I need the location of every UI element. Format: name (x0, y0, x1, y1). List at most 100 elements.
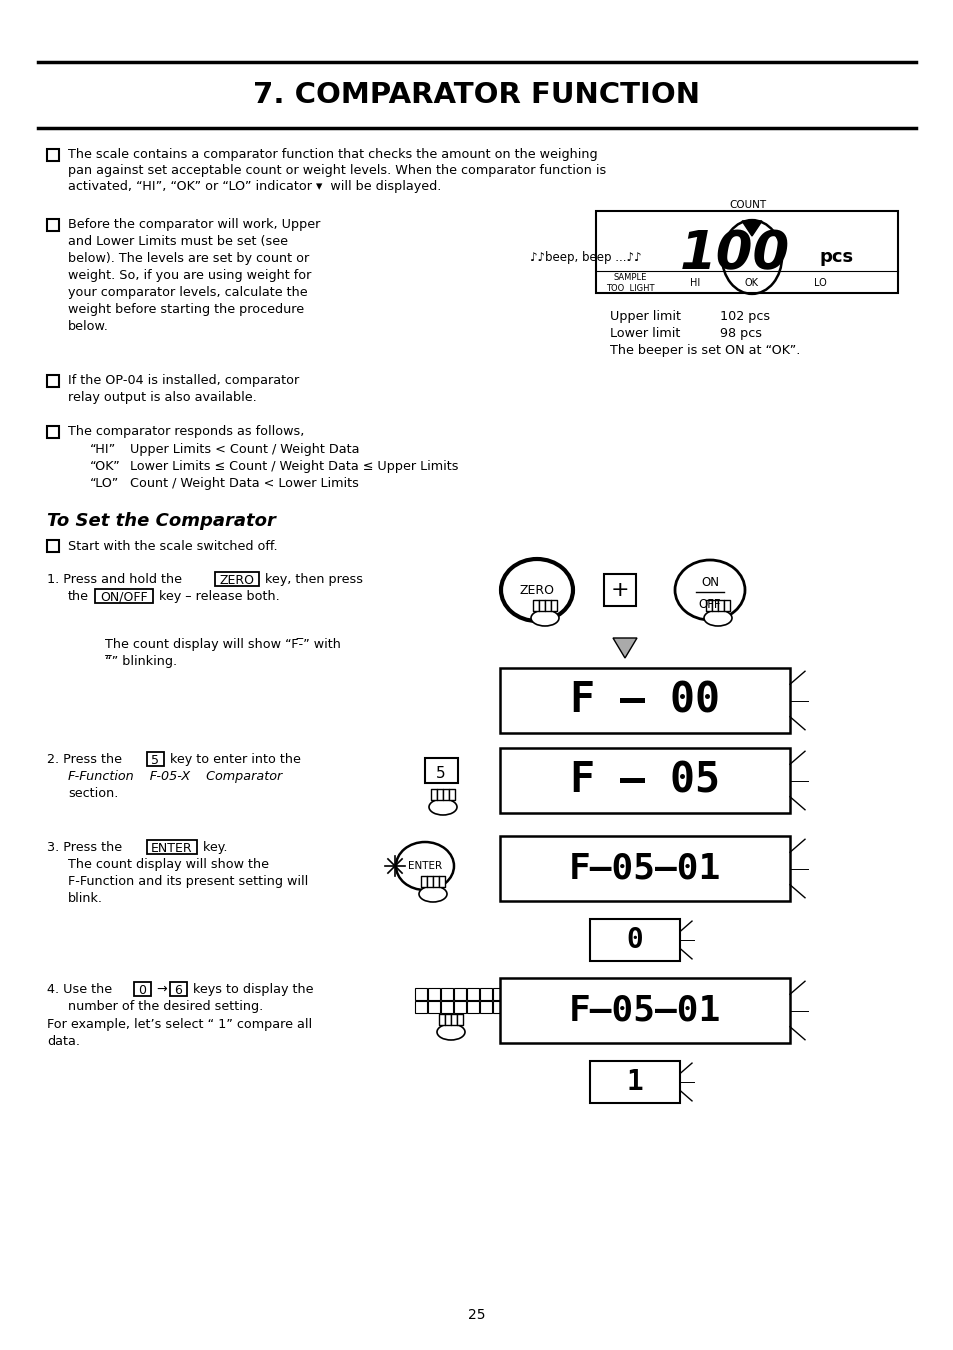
Text: 100: 100 (679, 228, 789, 279)
Bar (533, 599, 538, 612)
Bar (47, 427, 59, 437)
Text: 1. Press and hold the: 1. Press and hold the (47, 572, 182, 586)
Text: number of the desired setting.: number of the desired setting. (68, 1000, 263, 1012)
Bar (499, 668, 789, 733)
Text: 7. COMPARATOR FUNCTION: 7. COMPARATOR FUNCTION (253, 81, 700, 109)
Text: 6: 6 (173, 984, 182, 996)
Text: key.: key. (199, 841, 227, 855)
Text: The beeper is set ON at “OK”.: The beeper is set ON at “OK”. (609, 344, 800, 356)
Text: key, then press: key, then press (261, 572, 363, 586)
Bar (499, 977, 789, 1044)
Text: LO: LO (813, 278, 825, 288)
Text: weight before starting the procedure: weight before starting the procedure (68, 302, 304, 316)
Polygon shape (613, 639, 637, 657)
Bar (440, 988, 453, 1000)
Bar (133, 981, 151, 996)
Text: ZERO: ZERO (519, 583, 554, 597)
Text: 5: 5 (151, 753, 159, 767)
Text: +: + (610, 580, 629, 599)
Text: 2. Press the: 2. Press the (47, 753, 122, 765)
Text: “HI”: “HI” (90, 443, 116, 456)
Bar (415, 988, 427, 1000)
Text: section.: section. (68, 787, 118, 801)
Bar (436, 788, 442, 801)
Text: and Lower Limits must be set (see: and Lower Limits must be set (see (68, 235, 288, 248)
Text: →: → (152, 983, 172, 996)
Text: “OK”: “OK” (90, 460, 121, 472)
Bar (449, 788, 455, 801)
Text: relay output is also available.: relay output is also available. (68, 392, 256, 404)
Bar (433, 876, 438, 887)
Bar (440, 1000, 453, 1012)
Text: ON/OFF: ON/OFF (100, 590, 148, 603)
Text: ENTER: ENTER (408, 861, 441, 871)
Bar (438, 1014, 444, 1025)
Bar (499, 748, 789, 813)
Text: HI: HI (689, 278, 700, 288)
Text: activated, “HI”, “OK” or “LO” indicator ▾  will be displayed.: activated, “HI”, “OK” or “LO” indicator … (68, 180, 441, 193)
Ellipse shape (429, 799, 456, 815)
Text: Before the comparator will work, Upper: Before the comparator will work, Upper (68, 217, 320, 231)
Text: The comparator responds as follows,: The comparator responds as follows, (68, 425, 304, 437)
Text: data.: data. (47, 1035, 80, 1048)
Bar (544, 599, 551, 612)
Bar (147, 752, 164, 765)
Bar (589, 919, 679, 961)
Bar (479, 1000, 492, 1012)
Text: ZERO: ZERO (219, 574, 254, 586)
Bar (451, 1014, 456, 1025)
Bar (47, 540, 59, 552)
Text: For example, let’s select “ 1” compare all: For example, let’s select “ 1” compare a… (47, 1018, 312, 1031)
Text: OFF: OFF (698, 598, 720, 610)
Ellipse shape (531, 610, 558, 626)
Ellipse shape (675, 560, 744, 620)
Bar (47, 148, 59, 161)
Bar (444, 1014, 451, 1025)
Text: F – 00: F – 00 (569, 679, 720, 721)
Text: “LO”: “LO” (90, 477, 119, 490)
Text: 102 pcs: 102 pcs (720, 310, 769, 323)
Ellipse shape (500, 559, 573, 621)
Text: keys to display the: keys to display the (189, 983, 314, 996)
Polygon shape (741, 221, 761, 236)
Bar (170, 981, 187, 996)
Bar (47, 219, 59, 231)
Text: To Set the Comparator: To Set the Comparator (47, 512, 275, 531)
Text: The count display will show the: The count display will show the (68, 859, 269, 871)
Bar (479, 988, 492, 1000)
Bar (415, 1000, 427, 1012)
Bar (427, 876, 433, 887)
Text: Lower Limits ≤ Count / Weight Data ≤ Upper Limits: Lower Limits ≤ Count / Weight Data ≤ Upp… (130, 460, 458, 472)
Text: Count / Weight Data < Lower Limits: Count / Weight Data < Lower Limits (130, 477, 358, 490)
Bar (538, 599, 544, 612)
Text: F-Function and its present setting will: F-Function and its present setting will (68, 875, 308, 888)
Ellipse shape (395, 842, 454, 890)
Text: SAMPLE
TOO  LIGHT: SAMPLE TOO LIGHT (605, 273, 654, 293)
Ellipse shape (436, 1025, 464, 1040)
Text: key to enter into the: key to enter into the (166, 753, 300, 765)
Bar (596, 211, 897, 293)
Text: key – release both.: key – release both. (154, 590, 279, 603)
Bar (705, 599, 711, 612)
Bar (711, 599, 718, 612)
Text: 98 pcs: 98 pcs (720, 327, 761, 340)
Text: the: the (68, 590, 89, 603)
Text: The count display will show “F-̅̅” with: The count display will show “F-̅̅” with (105, 639, 340, 651)
Bar (493, 1000, 504, 1012)
Bar (431, 788, 436, 801)
Text: Upper Limits < Count / Weight Data: Upper Limits < Count / Weight Data (130, 443, 359, 456)
Text: The scale contains a comparator function that checks the amount on the weighing: The scale contains a comparator function… (68, 148, 597, 161)
Bar (147, 840, 196, 855)
Text: F–05–01: F–05–01 (568, 994, 720, 1027)
Bar (589, 1061, 679, 1103)
Bar (551, 599, 557, 612)
Text: pan against set acceptable count or weight levels. When the comparator function : pan against set acceptable count or weig… (68, 163, 605, 177)
Text: 1: 1 (626, 1068, 642, 1096)
Text: 0: 0 (138, 984, 146, 996)
Text: 3. Press the: 3. Press the (47, 841, 122, 855)
Ellipse shape (418, 886, 447, 902)
Bar (424, 757, 457, 783)
Text: Upper limit: Upper limit (609, 310, 680, 323)
Bar (428, 1000, 439, 1012)
Text: Lower limit: Lower limit (609, 327, 679, 340)
